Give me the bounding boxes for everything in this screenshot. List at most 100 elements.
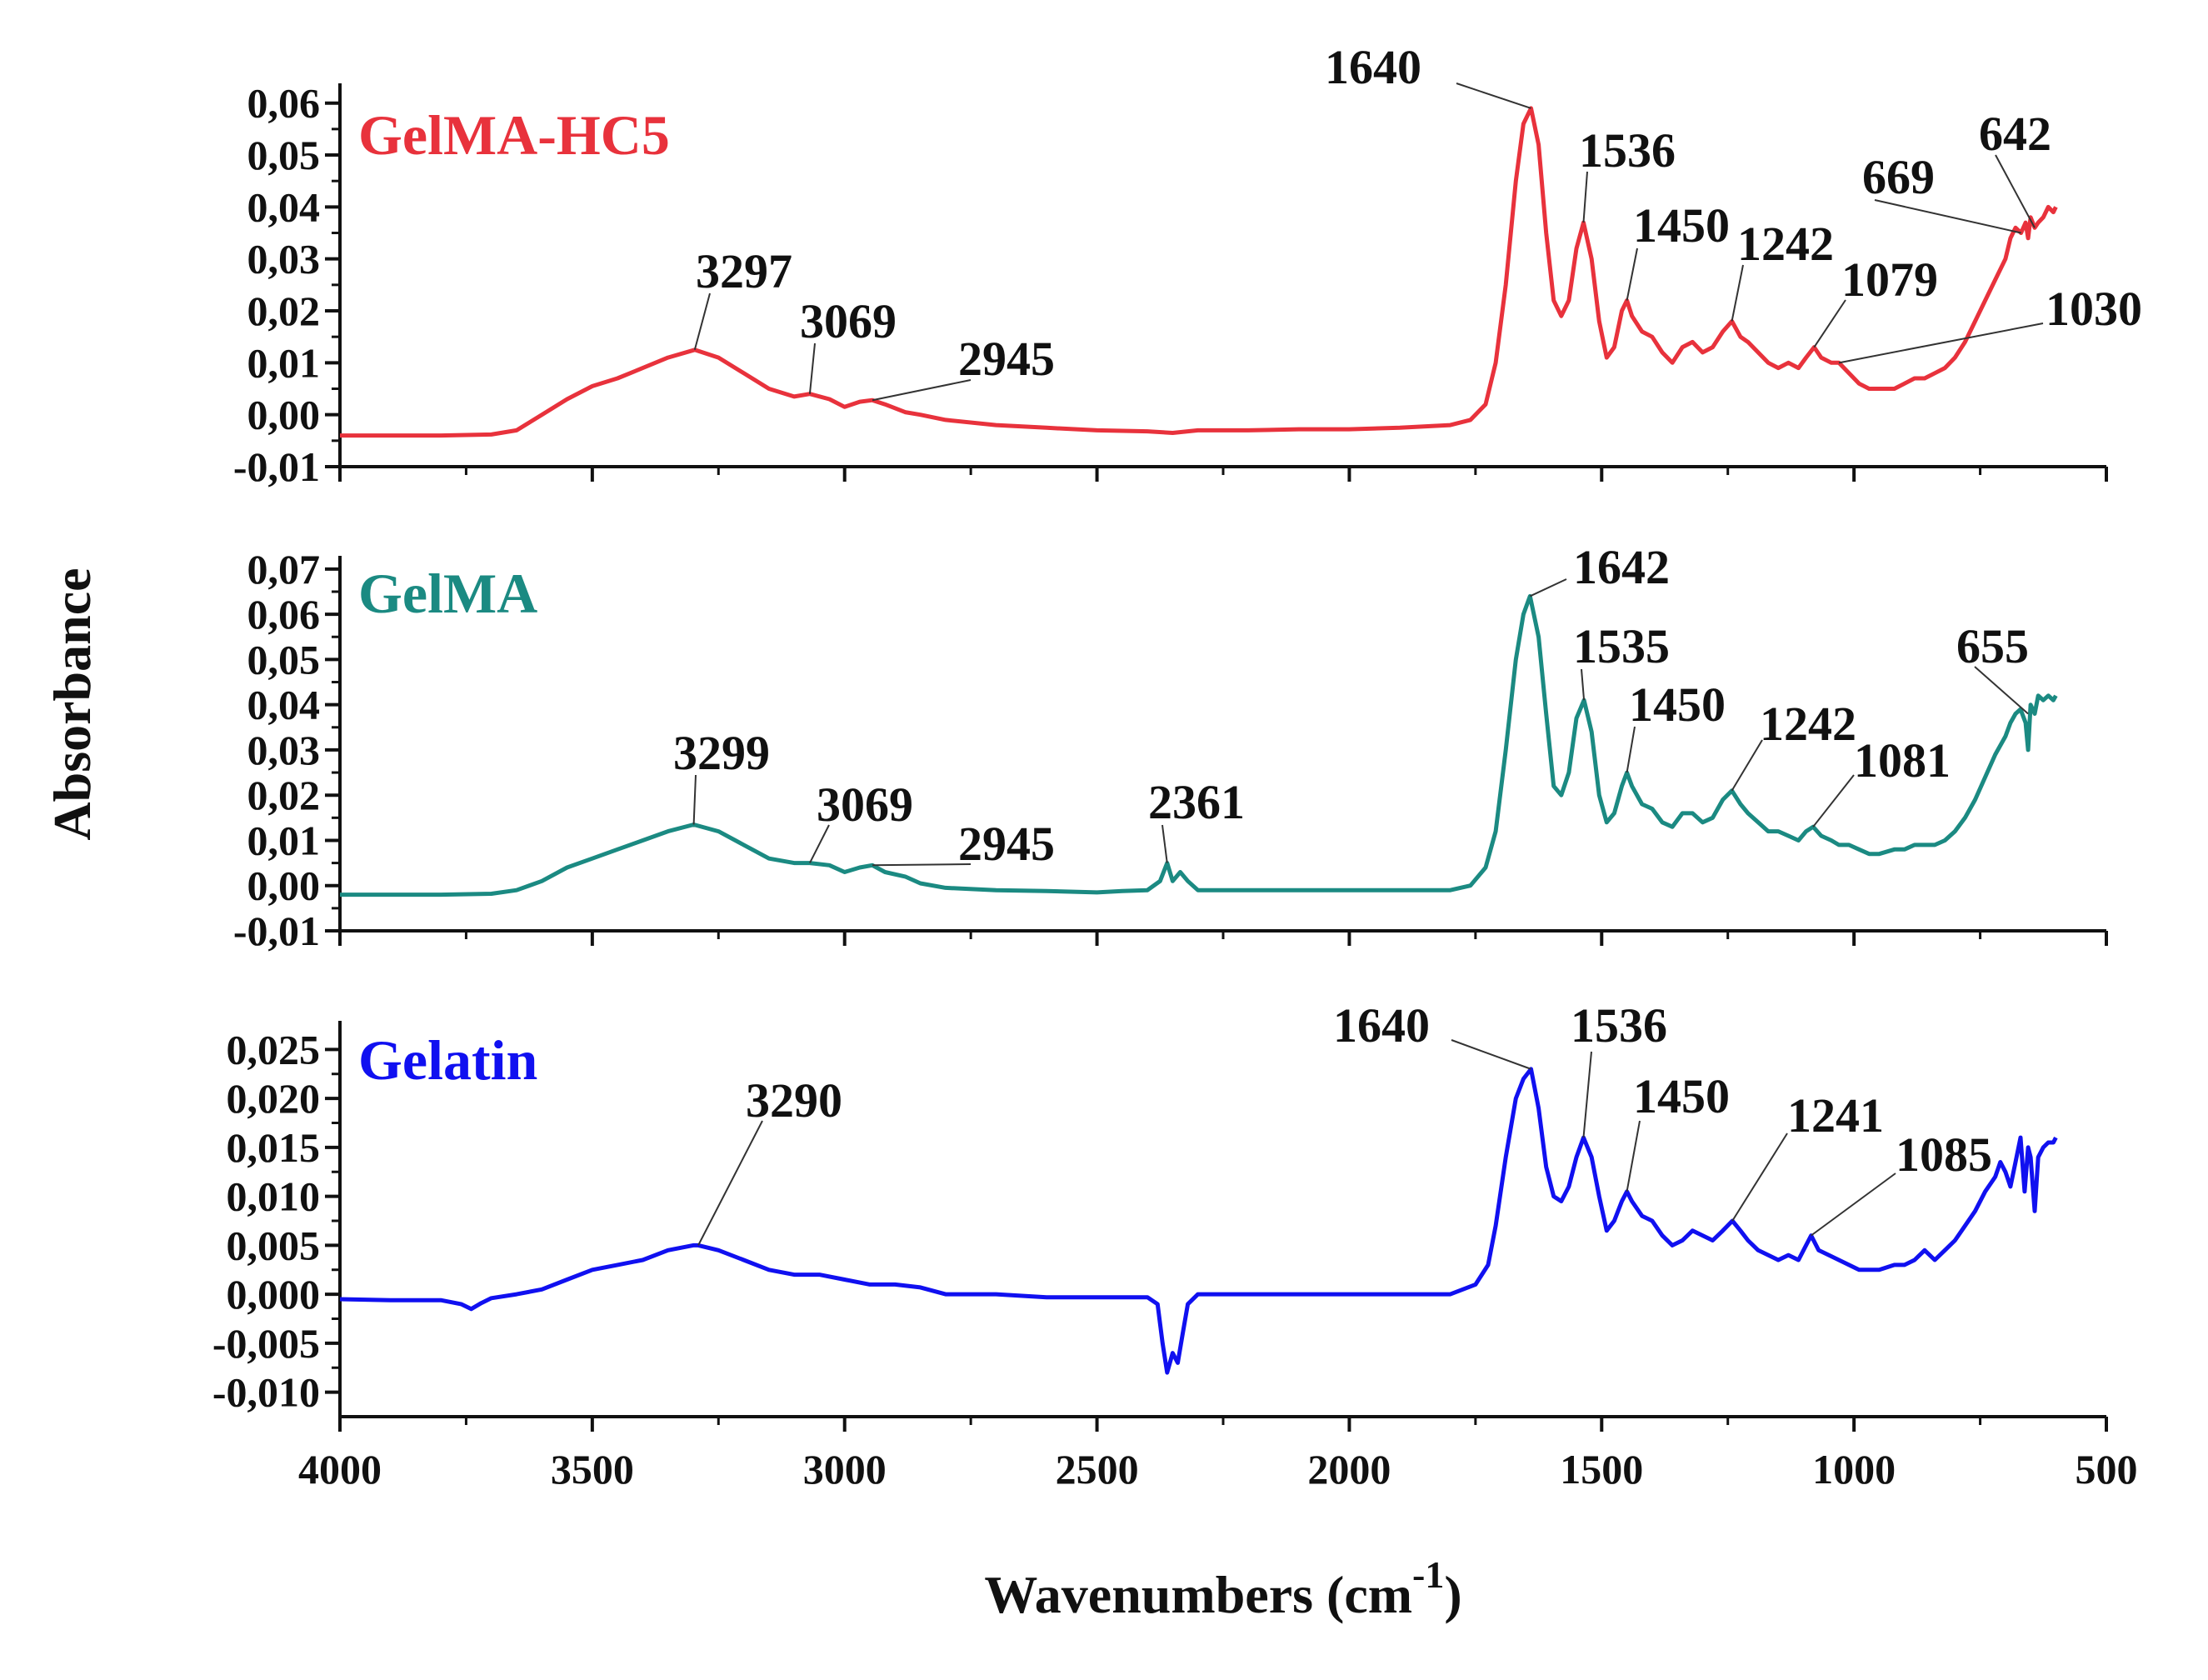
y-tick-label: -0,01 — [233, 443, 320, 490]
annotation-label: 1242 — [1760, 697, 1856, 751]
x-axis-title-main: Wavenumbers (cm — [984, 1565, 1412, 1624]
x-tick-label: 3000 — [803, 1446, 887, 1492]
annotation-leader — [1731, 264, 1744, 322]
annotation-label: 1085 — [1896, 1128, 1992, 1182]
y-tick-label: -0,010 — [212, 1369, 320, 1416]
annotation-label: 1640 — [1333, 998, 1430, 1052]
y-tick-label: 0,05 — [247, 636, 321, 682]
annotation-leader — [1456, 82, 1531, 109]
annotation-label: 1241 — [1787, 1088, 1884, 1142]
y-tick-label: 0,00 — [247, 862, 321, 909]
panel-gelatin: -0,010-0,0050,0000,0050,0100,0150,0200,0… — [212, 998, 2108, 1432]
annotation-leader — [1974, 666, 2029, 715]
annotation-leader — [1529, 578, 1567, 598]
annotation-label: 1535 — [1573, 619, 1670, 673]
annotation-label: 1450 — [1633, 1069, 1730, 1123]
annotation-label: 1242 — [1737, 217, 1834, 271]
annotation-leader — [1582, 1051, 1592, 1138]
annotation-leader — [1626, 248, 1638, 301]
annotation-label: 3299 — [673, 726, 770, 780]
annotation-leader — [1995, 154, 2036, 228]
series-line-gelatin — [339, 1067, 2058, 1375]
y-tick-label: 0,04 — [247, 682, 321, 728]
panel-gelma-hc5: -0,01 0,00 0,01 0,02 0,03 0,04 0,05 0,06 GelMA-H… — [233, 40, 2142, 490]
annotation-leader — [809, 824, 830, 864]
annotation-leader — [1813, 299, 1846, 348]
panels-layer: -0,010,000,010,020,030,040,050,06GelMA-H… — [212, 40, 2142, 1432]
x-tick-label: 2000 — [1307, 1446, 1391, 1492]
y-tick-label: 0,005 — [227, 1222, 321, 1268]
x-tick-label: 3500 — [551, 1446, 634, 1492]
x-tick-label: 1000 — [1812, 1446, 1896, 1492]
annotation-label: 2361 — [1148, 775, 1245, 829]
annotation-label: 1642 — [1573, 540, 1670, 594]
y-axis-title: Absorbance — [42, 568, 102, 840]
annotation-label: 642 — [1979, 107, 2051, 161]
panel-title: GelMA-HC5 — [358, 103, 670, 167]
series-line-gelma — [340, 593, 2058, 898]
y-tick-label: 0,07 — [247, 546, 321, 592]
annotation-label: 2945 — [958, 332, 1055, 386]
y-tick-label: -0,01 — [233, 908, 320, 954]
y-tick-label: 0,02 — [247, 772, 321, 818]
x-axis-title-sup: -1 — [1412, 1553, 1444, 1596]
annotation-leader — [1451, 1039, 1531, 1070]
annotation-leader — [1731, 739, 1763, 792]
y-tick-label: 0,015 — [227, 1124, 321, 1171]
annotation-label: 1081 — [1854, 733, 1951, 788]
annotation-label: 1079 — [1841, 252, 1938, 307]
x-axis: 4000 3500 3000 2500 2000 1500 1000 500 — [298, 1446, 2138, 1492]
annotation-label: 1450 — [1633, 198, 1730, 252]
annotation-leader — [1161, 824, 1168, 863]
x-tick-label: 500 — [2076, 1446, 2138, 1492]
y-tick-label: 0,05 — [247, 132, 321, 178]
annotation-leader — [1811, 1172, 1896, 1237]
annotation-label: 669 — [1862, 150, 1935, 204]
y-tick-label: 0,00 — [247, 392, 321, 438]
x-tick-label: 2500 — [1056, 1446, 1139, 1492]
annotation-leader — [1838, 322, 2044, 364]
y-tick-label: 0,03 — [247, 727, 321, 773]
annotation-leader — [1812, 774, 1855, 828]
annotation-label: 2945 — [958, 817, 1055, 871]
annotation-leader — [692, 774, 697, 825]
panel-gelma: -0,010,000,010,020,030,040,050,060,07 Gel… — [233, 540, 2108, 954]
y-tick-label: 0,01 — [247, 339, 321, 386]
y-tick-label: -0,005 — [212, 1320, 320, 1367]
annotation-leader — [1731, 1132, 1788, 1222]
annotation-leader — [1626, 726, 1636, 773]
y-tick-label: 0,01 — [247, 817, 321, 863]
annotation-leader — [697, 1120, 763, 1246]
annotation-label: 3069 — [817, 778, 913, 832]
annotation-label: 1450 — [1629, 678, 1726, 732]
annotation-leader — [808, 342, 816, 394]
annotation-leader — [1582, 171, 1588, 223]
annotation-label: 3290 — [746, 1073, 842, 1128]
annotation-leader — [1626, 1120, 1641, 1192]
x-axis-title: Wavenumbers (cm-1) — [984, 1553, 1461, 1624]
annotation-leader — [872, 379, 972, 402]
x-tick-label: 4000 — [298, 1446, 382, 1492]
annotation-label: 655 — [1956, 619, 2029, 673]
x-axis-title-close: ) — [1444, 1565, 1461, 1624]
y-tick-label: 0,010 — [227, 1173, 321, 1220]
annotation-leader — [1874, 199, 2021, 234]
y-tick-label: 0,020 — [227, 1075, 321, 1122]
annotation-label: 3297 — [696, 244, 792, 298]
annotation-leader — [1581, 668, 1586, 701]
series-line-gelma-hc5 — [340, 106, 2058, 438]
annotation-leader — [693, 292, 711, 351]
panel-title: Gelatin — [358, 1028, 537, 1092]
annotation-label: 1536 — [1571, 998, 1667, 1052]
annotation-label: 3069 — [800, 294, 897, 348]
panel-title: GelMA — [358, 562, 537, 625]
y-tick-label: 0,03 — [247, 236, 321, 282]
y-tick-label: 0,06 — [247, 80, 321, 127]
y-tick-label: 0,04 — [247, 183, 321, 230]
y-tick-label: 0,06 — [247, 591, 321, 638]
y-tick-label: 0,02 — [247, 288, 321, 334]
x-tick-label: 1500 — [1560, 1446, 1643, 1492]
y-tick-label: 0,025 — [227, 1026, 321, 1072]
annotation-leader — [872, 863, 972, 867]
annotation-label: 1536 — [1579, 123, 1676, 178]
